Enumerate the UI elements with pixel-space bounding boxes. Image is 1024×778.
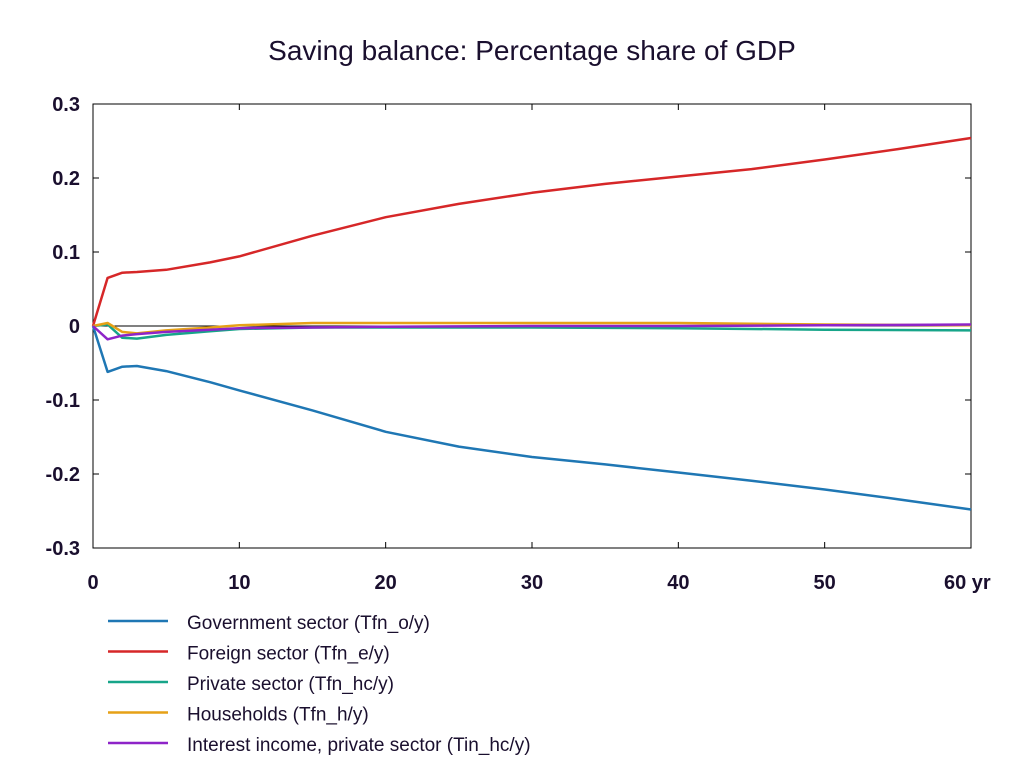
legend-label-3: Private sector (Tfn_hc/y) bbox=[187, 674, 394, 695]
legend-label-4: Households (Tfn_h/y) bbox=[187, 705, 369, 726]
legend-label-2: Foreign sector (Tfn_e/y) bbox=[187, 644, 390, 665]
series-line-1 bbox=[91, 325, 972, 511]
y-tick-label: -0.3 bbox=[46, 538, 80, 560]
y-tick-label: 0.2 bbox=[52, 168, 80, 190]
series-line-5 bbox=[92, 323, 972, 341]
legend-label-1: Government sector (Tfn_o/y) bbox=[187, 613, 430, 634]
axis-ticks: 0.3 0.2 0.1 0 -0.1 -0.2 -0.3 0 10 20 30 40 50 60 yr bbox=[46, 94, 991, 594]
x-tick-label: 40 bbox=[667, 572, 689, 594]
y-tick-label: -0.1 bbox=[46, 390, 80, 412]
x-tick-label: 10 bbox=[228, 572, 250, 594]
y-tick-label: 0.1 bbox=[52, 242, 80, 264]
y-tick-label: 0.3 bbox=[52, 94, 80, 116]
x-tick-label: 50 bbox=[814, 572, 836, 594]
series-line-4 bbox=[92, 321, 972, 335]
y-tick-label: -0.2 bbox=[46, 464, 80, 486]
series-line-2 bbox=[91, 136, 972, 327]
series-group bbox=[91, 136, 972, 511]
legend-label-5: Interest income, private sector (Tin_hc/… bbox=[187, 735, 531, 756]
x-tick-label: 20 bbox=[375, 572, 397, 594]
x-tick-label: 30 bbox=[521, 572, 543, 594]
chart-title: Saving balance: Percentage share of GDP bbox=[268, 35, 796, 66]
x-tick-label: 0 bbox=[87, 572, 98, 594]
legend: Government sector (Tfn_o/y) Foreign secto… bbox=[108, 613, 531, 756]
x-tick-label: 60 yr bbox=[944, 572, 991, 594]
y-tick-label: 0 bbox=[69, 316, 80, 338]
